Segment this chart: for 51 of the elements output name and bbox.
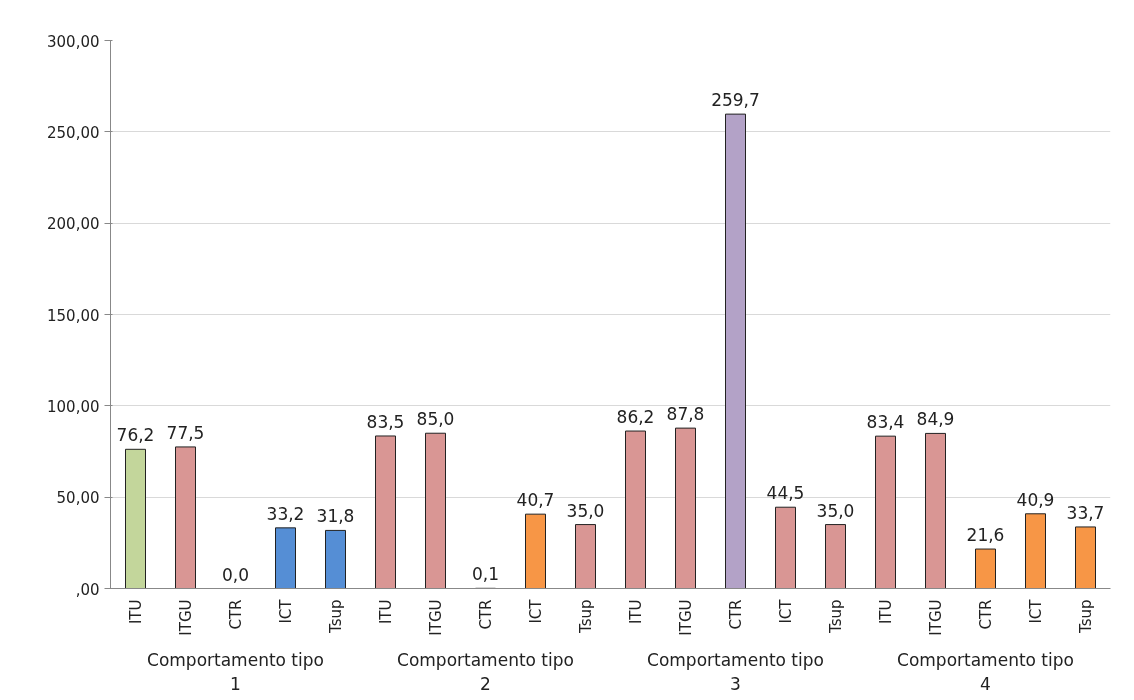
data-label: 0,0 (221, 564, 250, 585)
data-label: 33,7 (1066, 502, 1105, 523)
x-tick-label: ITGU (676, 599, 695, 636)
x-tick-label: ITU (376, 599, 395, 625)
data-label: 77,5 (166, 422, 205, 443)
data-label: 76,2 (116, 425, 155, 446)
y-tick-label: 300,00 (47, 32, 100, 51)
text: Comportamento tipo 2 (397, 649, 574, 694)
data-label: 87,8 (666, 404, 705, 425)
x-tick-label: CTR (226, 599, 245, 630)
y-tick-label: ,00 (75, 580, 100, 599)
data-label: 83,4 (866, 412, 905, 433)
x-tick-label: ITU (626, 599, 645, 625)
data-label: 259,7 (711, 90, 760, 111)
data-label: 86,2 (616, 407, 655, 428)
text: Comportamento tipo 4 (897, 649, 1074, 694)
x-tick-label: ICT (526, 598, 545, 624)
x-tick-label: ITU (126, 599, 145, 625)
y-tick-label: 250,00 (47, 123, 100, 142)
x-tick-label: ITGU (926, 599, 945, 636)
x-tick-label: ITU (876, 599, 895, 625)
x-tick-label: CTR (476, 599, 495, 630)
x-tick-label: ICT (776, 598, 795, 624)
data-label: 44,5 (766, 483, 805, 504)
y-tick-label: 100,00 (47, 397, 100, 416)
x-tick-label: ICT (276, 598, 295, 624)
data-label: 35,0 (816, 500, 855, 521)
x-tick-label: CTR (976, 599, 995, 630)
y-tick-label: 50,00 (56, 489, 100, 508)
data-label: 0,1 (471, 564, 500, 585)
x-tick-label: Tsup (326, 599, 345, 635)
x-tick-label: ITGU (176, 599, 195, 636)
x-tick-label: Tsup (576, 599, 595, 635)
text: Comportamento tipo 3 (647, 649, 824, 694)
text: Comportamento tipo 1 (147, 649, 324, 694)
data-label: 85,0 (416, 409, 455, 430)
data-label: 83,5 (366, 411, 405, 432)
data-label: 84,9 (916, 409, 955, 430)
x-tick-label: Tsup (826, 599, 845, 635)
data-label: 31,8 (316, 506, 355, 527)
y-tick-label: 200,00 (47, 215, 100, 234)
data-label: 33,2 (266, 503, 305, 524)
data-label: 40,9 (1016, 489, 1055, 510)
x-tick-label: ICT (1026, 598, 1045, 624)
data-label: 35,0 (566, 500, 605, 521)
y-tick-label: 150,00 (47, 306, 100, 325)
x-tick-label: ITGU (426, 599, 445, 636)
x-tick-label: Tsup (1076, 599, 1095, 635)
data-label: 40,7 (516, 490, 555, 511)
data-label: 21,6 (966, 525, 1005, 546)
x-tick-label: CTR (726, 599, 745, 630)
